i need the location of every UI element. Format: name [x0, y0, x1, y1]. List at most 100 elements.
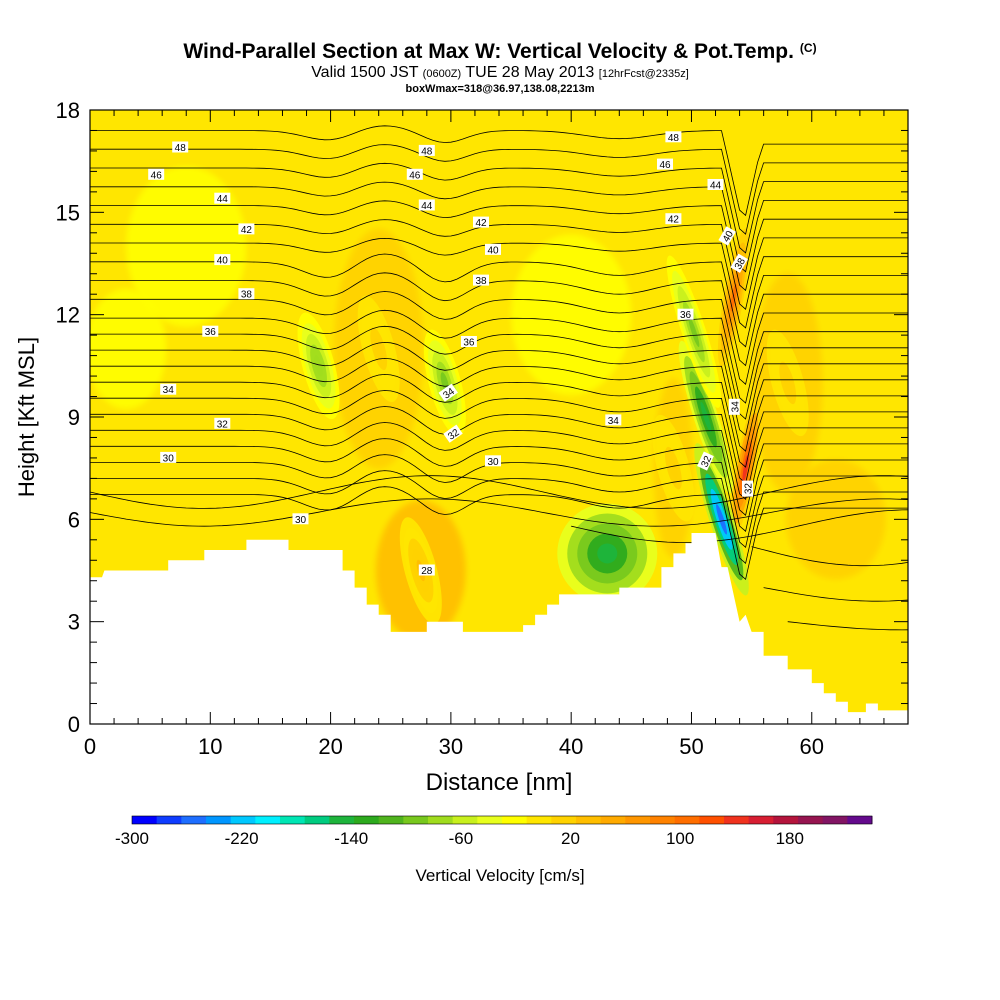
colorbar-swatch	[699, 816, 725, 824]
contour-label: 42	[238, 223, 255, 236]
theta-line	[787, 621, 908, 631]
theta-line	[90, 422, 908, 516]
colorbar-swatch	[452, 816, 478, 824]
valid-date: TUE 28 May 2013	[465, 64, 595, 81]
x-tick-label: 30	[439, 734, 463, 759]
theta-line	[90, 325, 908, 420]
colorbar-swatch	[724, 816, 750, 824]
colorbar-swatch	[822, 816, 848, 824]
contour-label-bg	[418, 144, 435, 156]
contour-label-text: 34	[608, 416, 620, 427]
contour-label: 38	[238, 288, 255, 301]
velocity-feature	[357, 295, 400, 403]
contour-label-text: 48	[668, 133, 680, 144]
y-tick-label: 12	[56, 303, 80, 328]
terrain	[90, 533, 908, 724]
contour-label-text: 34	[730, 401, 741, 413]
y-tick-label: 0	[68, 712, 80, 737]
colorbar-swatch	[329, 816, 355, 824]
colorbar-swatch	[526, 816, 552, 824]
forecast-note: [12hrFcst@2335z]	[598, 68, 689, 80]
contour-label-bg	[485, 243, 501, 255]
contour-label: 40	[214, 254, 231, 267]
contour-label: 40	[485, 243, 501, 256]
contour-label: 32	[697, 451, 714, 471]
colorbar-swatch	[255, 816, 281, 824]
velocity-feature	[678, 340, 734, 494]
colorbar-swatch	[304, 816, 330, 824]
theta-line	[90, 390, 908, 484]
contour-label-text: 36	[680, 310, 692, 321]
contour-label: 36	[460, 336, 477, 349]
contour-label: 30	[485, 455, 501, 468]
field-band	[785, 459, 886, 580]
contour-label-bg	[238, 288, 255, 300]
contour-label-text: 46	[151, 170, 163, 181]
contour-label: 48	[418, 144, 435, 157]
colorbar-tick-label: -60	[449, 829, 474, 848]
theta-line	[90, 181, 908, 273]
colorbar-swatch	[650, 816, 676, 824]
y-tick-label: 6	[68, 507, 80, 532]
contour-label-text: 30	[163, 453, 175, 464]
x-tick-label: 10	[198, 734, 222, 759]
valid-prefix: Valid 1500 JST	[311, 64, 419, 81]
theta-line	[90, 475, 908, 509]
contour-label-text: 46	[659, 160, 671, 171]
contour-label: 42	[665, 213, 682, 226]
contour-label-bg	[677, 308, 694, 320]
contour-label-bg	[485, 455, 501, 467]
x-tick-label: 40	[559, 734, 583, 759]
y-tick-label: 15	[56, 200, 80, 225]
colorbar-swatch	[576, 816, 602, 824]
velocity-level	[669, 457, 678, 479]
contour-label-bg	[438, 383, 458, 402]
theta-line	[90, 237, 908, 329]
colorbar-swatch	[748, 816, 774, 824]
contour-label-text: 30	[487, 457, 499, 468]
contour-label-text: 32	[744, 483, 755, 495]
theta-line	[90, 144, 908, 235]
contour-label: 28	[418, 564, 435, 577]
contour-label-bg	[160, 451, 177, 463]
colorbar-swatch	[428, 816, 454, 824]
contour-label-text: 32	[217, 419, 229, 430]
contour-label-bg	[657, 158, 673, 170]
colorbar: -300 -220 -140 -60 20 100 180 Vertical Velocity…	[115, 815, 873, 885]
colorbar-swatch	[477, 816, 503, 824]
colorbar-swatch	[773, 816, 799, 824]
colorbar-label: Vertical Velocity [cm/s]	[415, 866, 584, 885]
contour-label-text: 40	[721, 229, 736, 245]
theta-line	[90, 498, 908, 527]
contour-label: 34	[160, 383, 177, 396]
contour-label-text: 38	[241, 290, 253, 301]
contour-label-text: 38	[733, 256, 748, 272]
theta-line	[90, 406, 908, 500]
contour-label: 36	[677, 308, 694, 321]
contour-label-bg	[473, 216, 489, 228]
field-band	[90, 288, 167, 409]
contour-label-bg	[473, 274, 489, 286]
contour-label-bg	[707, 179, 724, 190]
colorbar-swatch	[206, 816, 232, 824]
velocity-level	[700, 401, 712, 433]
theta-line	[90, 200, 908, 292]
contour-label-bg	[730, 253, 748, 273]
contour-label: 32	[742, 480, 755, 497]
field-band	[126, 166, 247, 327]
contour-label-bg	[172, 141, 189, 153]
theta-line	[90, 125, 908, 217]
velocity-feature	[652, 414, 695, 522]
contour-label-bg	[214, 417, 231, 429]
contour-label-bg	[418, 564, 435, 576]
x-tick-label: 60	[800, 734, 824, 759]
contour-label: 46	[406, 168, 423, 181]
colorbar-swatch	[847, 816, 873, 824]
contour-label-text: 42	[241, 225, 253, 236]
terrain-mask	[90, 533, 908, 724]
contour-label: 30	[160, 451, 177, 464]
velocity-level	[688, 316, 700, 347]
contour-label-bg	[443, 424, 463, 443]
contour-label-text: 42	[475, 218, 487, 229]
